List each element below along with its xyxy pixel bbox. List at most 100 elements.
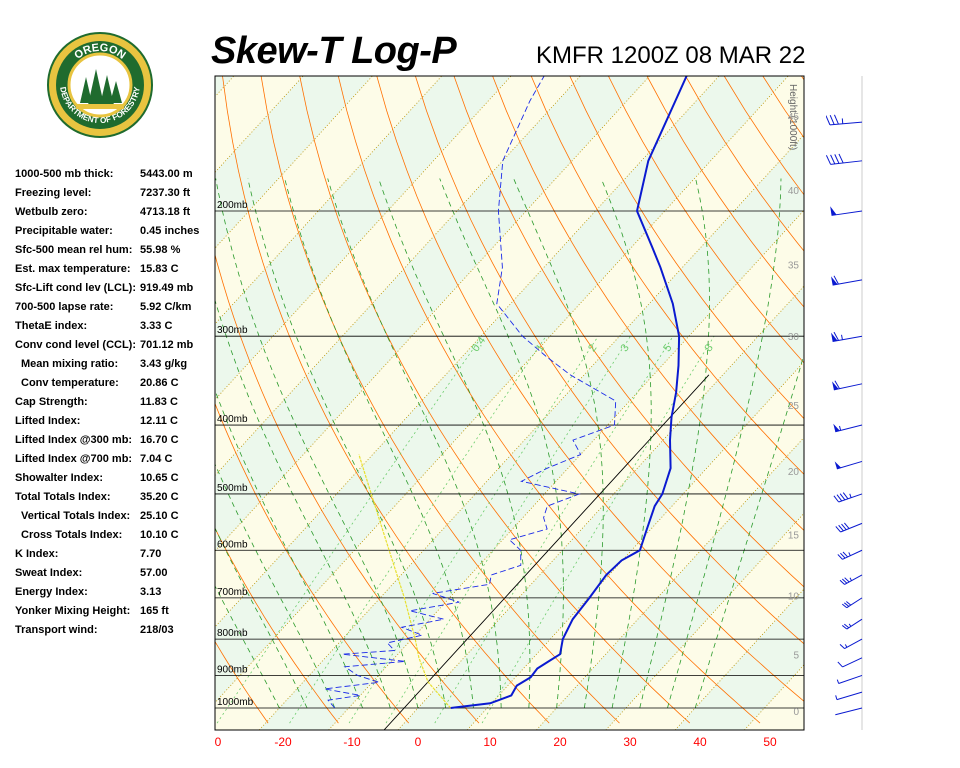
svg-text:OREGON: OREGON [72,42,127,62]
wind-barb-icon [834,460,863,470]
wind-barb-flag [826,115,831,126]
index-label: Conv cond level (CCL): [15,339,137,351]
wind-barb-icon [841,597,863,609]
isotherm-line [536,436,804,730]
height-tick-label: 20 [788,467,800,478]
height-tick-label: 35 [788,260,800,271]
index-label: Sweat Index: [15,567,83,579]
moist-adiabat-line [513,178,604,709]
moist-adiabat-line [284,178,474,709]
wind-barb-icon [836,674,863,684]
wind-barb-staff [840,522,863,533]
index-value: 10.10 C [140,529,179,541]
height-tick-label: 15 [788,530,800,541]
dry-adiabat-line [917,76,960,723]
wind-barb-icon [839,638,863,650]
index-label: Wetbulb zero: [15,206,88,218]
page-title: Skew-T Log-P [211,30,457,72]
index-value: 7237.30 ft [140,187,191,199]
isotherm-line [674,588,804,730]
index-value: 55.98 % [140,244,181,256]
index-value: 25.10 C [140,510,179,522]
dry-adiabat-line [222,76,550,724]
dry-adiabat-line [801,76,804,81]
wind-barb-flag [833,495,840,503]
zero-isotherm-reference [383,374,710,730]
moist-adiabat-line [378,178,531,708]
wind-barb-staff [846,618,863,630]
x-tick-label: 10 [483,735,497,749]
index-value: 218/03 [140,624,174,636]
index-value: 7.70 [140,548,162,560]
moist-adiabat-line [215,298,391,709]
isotherm-line [0,76,165,730]
wind-barb-half-flag [848,552,851,556]
index-label: Sfc-Lift cond lev (LCL): [15,282,136,294]
wind-barb-pennant [831,332,838,342]
wind-barb-half-flag [849,577,852,581]
height-tick-label: 25 [788,401,800,412]
x-tick-label: 20 [553,735,567,749]
isobar-label: 900mb [217,664,248,675]
wind-barb-half-flag [849,493,852,498]
temperature-band [675,589,804,730]
wind-barb-staff [835,707,863,716]
wind-barb-flag [842,492,849,500]
wind-barb-staff [838,493,863,503]
wind-barb-pennant [832,381,839,390]
wind-barb-flag [826,45,830,55]
index-value: 4713.18 ft [140,206,191,218]
wind-barb-staff [829,121,863,126]
temperature-band [259,134,804,730]
moist-adiabat-line [439,178,564,709]
temperature-band [814,76,960,730]
isotherm-line [258,133,804,730]
dry-adiabat-line [415,76,804,645]
index-value: 3.43 g/kg [140,358,188,370]
plot-frame [214,75,805,731]
wind-barb-staff [842,657,863,668]
mixing-ratio-line [481,335,715,724]
mixing-ratio-label: 5 [661,342,674,354]
wind-barb-staff [836,460,863,470]
wind-barb-icon [835,522,863,533]
height-tick-label: 5 [793,650,799,661]
isobar-label: 500mb [217,483,248,494]
x-tick-label: 30 [623,735,637,749]
temperature-band [215,76,512,400]
moist-adiabat-line [694,353,804,709]
wind-barb-flag [840,552,846,559]
wind-barb-staff [838,674,863,684]
isotherm-line [397,285,804,730]
dry-adiabat-line [337,76,761,724]
wind-barb-icon [841,618,863,630]
isobar-label: 800mb [217,628,248,639]
index-label: Freezing level: [15,187,92,199]
index-label: Yonker Mixing Height: [15,605,131,617]
wind-barb-icon [837,657,863,668]
moist-adiabat-line [247,178,447,709]
index-label: Cross Totals Index: [21,529,123,541]
isotherm-line [215,76,720,628]
wind-barb-half-flag [836,679,840,684]
x-tick-label: 0 [415,735,422,749]
index-label: Lifted Index: [15,415,81,427]
wind-barb-pennant [831,276,838,286]
height-tick-label: 10 [788,591,800,602]
dry-adiabat-line [492,76,804,531]
index-value: 10.65 C [140,472,179,484]
wind-barb-flag [830,45,834,55]
index-label: Vertical Totals Index: [21,510,131,522]
wind-barb-staff [844,638,863,650]
mixing-ratio-line [289,335,547,724]
isotherm-line [814,76,960,730]
isotherm-line [0,76,95,730]
wind-barb-staff [829,53,862,55]
parcel-trace-line [358,454,452,709]
isobar-label: 300mb [217,325,248,336]
isotherm-line [605,512,804,730]
wind-barb-icon [833,492,863,503]
wind-barb-flag [841,603,848,609]
wind-barb-pennant [833,423,840,432]
isobar-label: 200mb [217,200,248,211]
